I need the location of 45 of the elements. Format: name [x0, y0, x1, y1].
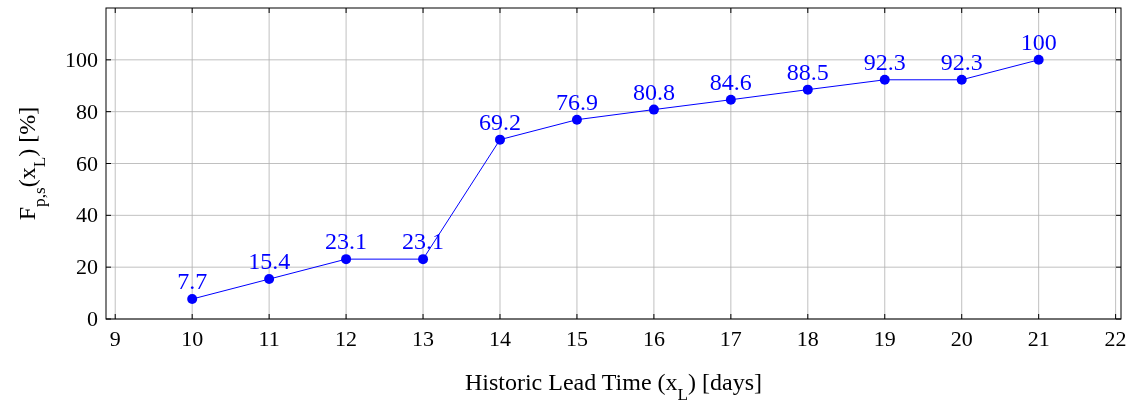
x-tick-label: 21 [1027, 326, 1050, 351]
x-tick-label: 20 [950, 326, 973, 351]
point [725, 94, 736, 105]
x-tick-label: 22 [1104, 326, 1127, 351]
data-label: 84.6 [709, 68, 752, 95]
x-tick-label: 9 [109, 326, 121, 351]
data-label: 7.7 [177, 268, 208, 295]
y-tick-label: 100 [65, 46, 98, 72]
data-label: 100 [1020, 28, 1057, 55]
data-label: 80.8 [632, 78, 675, 105]
data-label: 23.1 [402, 228, 445, 255]
point [187, 294, 198, 305]
point [341, 254, 352, 265]
data-label: 15.4 [248, 248, 291, 275]
x-tick-label: 16 [642, 326, 665, 351]
data-label: 69.2 [479, 108, 521, 135]
x-axis-title: Historic Lead Time (x$_{L}$) [days] [464, 369, 763, 403]
x-tick-label: 15 [565, 326, 588, 351]
point [418, 254, 429, 265]
point [879, 74, 890, 85]
x-tick-label: 14 [489, 326, 511, 351]
x-tick-label: 12 [335, 326, 358, 351]
point [1033, 54, 1044, 65]
data-label: 92.3 [863, 48, 906, 75]
y-tick-label: 60 [76, 150, 98, 176]
point [264, 274, 275, 285]
data-label: 92.3 [940, 48, 983, 75]
y-tick-label: 80 [76, 98, 98, 124]
data-label: 88.5 [786, 58, 829, 85]
data-label: 76.9 [555, 88, 598, 115]
x-tick-label: 13 [412, 326, 435, 351]
y-tick-label: 0 [87, 306, 98, 331]
point [495, 134, 505, 145]
point [956, 74, 967, 85]
y-tick-label: 40 [76, 202, 98, 228]
x-tick-label: 11 [258, 326, 280, 351]
point [571, 114, 582, 125]
point [802, 84, 813, 95]
x-tick-label: 18 [796, 326, 819, 351]
y-tick-label: 20 [76, 254, 98, 280]
data-label: 23.1 [325, 228, 368, 255]
x-tick-label: 19 [873, 326, 896, 351]
point [648, 104, 659, 115]
x-tick-label: 17 [719, 326, 742, 351]
x-tick-label: 10 [181, 326, 204, 351]
